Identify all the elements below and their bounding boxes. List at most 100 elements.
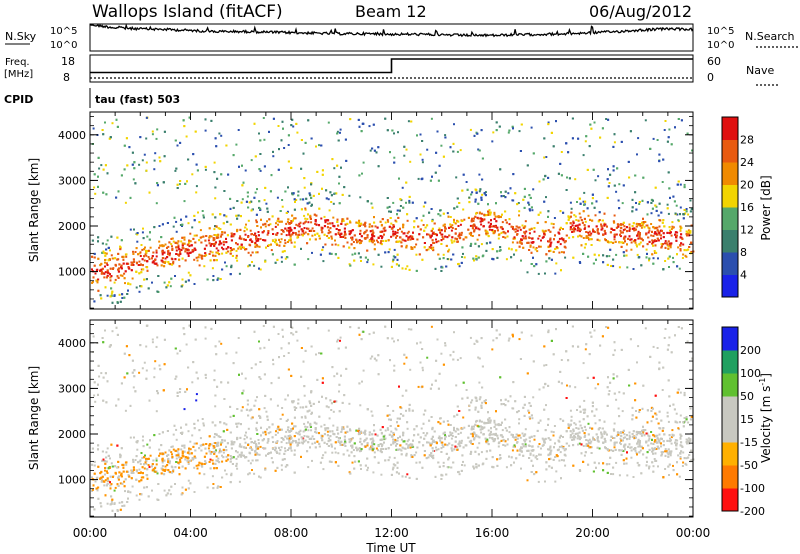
velocity-point — [543, 364, 546, 367]
power-point — [495, 129, 498, 132]
power-point — [381, 218, 384, 221]
power-point — [210, 119, 213, 122]
power-point — [409, 238, 412, 241]
power-point — [155, 249, 158, 252]
power-point — [569, 228, 572, 231]
power-point — [205, 235, 208, 237]
power-point — [641, 221, 643, 224]
power-point — [181, 236, 184, 239]
power-point — [309, 238, 311, 241]
power-point — [479, 188, 482, 191]
power-point — [496, 226, 499, 229]
power-point — [472, 220, 475, 222]
power-point — [357, 118, 360, 121]
power-point — [145, 251, 148, 254]
power-point — [229, 250, 232, 252]
velocity-point — [274, 446, 277, 449]
power-point — [630, 238, 633, 241]
power-point — [522, 226, 525, 229]
power-point — [146, 269, 149, 272]
power-point — [179, 250, 182, 253]
power-point — [202, 235, 205, 238]
power-point — [271, 253, 274, 256]
power-point — [257, 239, 260, 242]
velocity-point — [255, 445, 257, 448]
power-point — [302, 198, 305, 201]
power-point — [355, 221, 358, 224]
velocity-point — [225, 473, 228, 476]
power-point — [155, 251, 158, 254]
power-point — [520, 259, 522, 262]
power-point — [168, 281, 171, 284]
velocity-point — [449, 431, 452, 434]
power-point — [613, 133, 616, 136]
velocity-point — [158, 448, 161, 451]
velocity-point — [417, 385, 420, 388]
power-point — [373, 243, 376, 246]
power-point — [456, 150, 459, 153]
power-point — [249, 229, 252, 232]
power-point — [430, 234, 433, 237]
velocity-point — [655, 413, 658, 416]
power-point — [652, 137, 655, 140]
velocity-point — [326, 430, 329, 433]
power-point — [528, 194, 531, 197]
power-point — [437, 253, 440, 256]
power-point — [192, 237, 195, 240]
power-point — [460, 233, 463, 236]
power-point — [434, 233, 437, 235]
power-point — [316, 232, 319, 235]
power-point — [154, 152, 157, 155]
velocity-point — [442, 461, 445, 464]
power-point — [527, 236, 530, 239]
power-point — [92, 276, 95, 279]
power-point — [584, 226, 587, 229]
power-point — [281, 120, 284, 123]
power-point — [168, 254, 171, 257]
power-point — [204, 165, 207, 168]
power-point — [172, 262, 175, 265]
velocity-point — [145, 377, 148, 380]
velocity-point — [613, 349, 616, 352]
velocity-point — [530, 334, 533, 337]
power-point — [613, 229, 616, 231]
power-point — [181, 246, 184, 249]
power-point — [648, 240, 651, 243]
velocity-point — [667, 453, 670, 456]
power-point — [341, 220, 343, 223]
power-point — [170, 277, 173, 280]
power-point — [409, 235, 412, 238]
velocity-point — [505, 466, 508, 469]
power-point — [552, 226, 555, 229]
power-point — [383, 233, 385, 236]
velocity-point — [109, 457, 111, 460]
power-point — [394, 233, 397, 236]
power-point — [458, 237, 461, 240]
power-point — [504, 210, 507, 213]
velocity-point — [582, 408, 585, 411]
power-point — [361, 172, 363, 175]
power-point — [198, 239, 201, 242]
velocity-point — [555, 470, 558, 473]
power-point — [309, 216, 312, 219]
power-point — [641, 239, 644, 242]
power-point — [122, 256, 125, 259]
power-point — [444, 230, 446, 233]
power-point — [307, 233, 310, 236]
power-point — [554, 234, 556, 237]
power-point — [580, 244, 583, 247]
velocity-point — [170, 446, 173, 448]
power-point — [335, 228, 338, 230]
power-point — [94, 272, 97, 275]
power-point — [301, 230, 304, 233]
power-point — [661, 229, 663, 232]
power-point — [499, 246, 502, 249]
power-point — [310, 196, 313, 199]
power-point — [116, 301, 119, 304]
power-point — [104, 259, 106, 261]
velocity-data-points — [91, 324, 695, 512]
power-point — [183, 242, 186, 245]
power-point — [107, 246, 110, 249]
power-point — [686, 132, 689, 135]
power-point — [100, 270, 103, 273]
